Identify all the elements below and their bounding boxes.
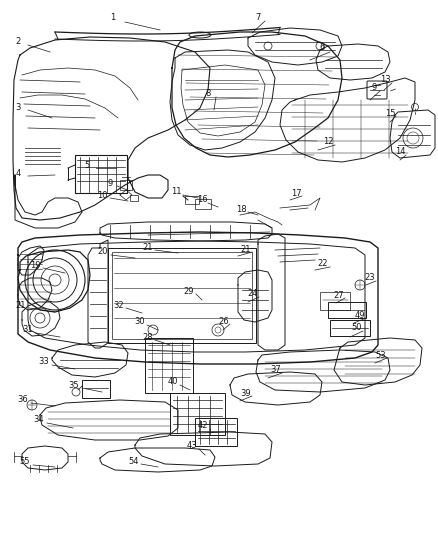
Text: 35: 35 bbox=[69, 381, 79, 390]
Bar bbox=[195, 199, 211, 209]
Bar bbox=[320, 292, 350, 310]
Bar bbox=[195, 418, 237, 446]
Bar bbox=[130, 195, 138, 201]
Text: 19: 19 bbox=[30, 261, 40, 270]
Text: 9: 9 bbox=[107, 179, 113, 188]
Text: 36: 36 bbox=[18, 395, 28, 405]
Text: 40: 40 bbox=[168, 377, 178, 386]
Bar bbox=[145, 338, 193, 393]
Text: 37: 37 bbox=[271, 366, 281, 375]
Text: 50: 50 bbox=[352, 324, 362, 333]
Text: 1: 1 bbox=[110, 13, 116, 22]
Text: 18: 18 bbox=[236, 205, 246, 214]
Text: 24: 24 bbox=[248, 289, 258, 298]
Bar bbox=[185, 196, 199, 204]
Text: 20: 20 bbox=[98, 247, 108, 256]
Text: 21: 21 bbox=[16, 301, 26, 310]
Text: 29: 29 bbox=[184, 287, 194, 295]
Text: 23: 23 bbox=[365, 273, 375, 282]
Text: 22: 22 bbox=[318, 260, 328, 269]
Text: 53: 53 bbox=[376, 351, 386, 359]
Text: 14: 14 bbox=[395, 148, 405, 157]
Text: 7: 7 bbox=[255, 12, 261, 21]
Text: 33: 33 bbox=[39, 358, 49, 367]
Text: 15: 15 bbox=[385, 109, 395, 117]
Text: 49: 49 bbox=[355, 311, 365, 319]
Text: 26: 26 bbox=[219, 317, 230, 326]
Text: 4: 4 bbox=[15, 168, 21, 177]
Text: 34: 34 bbox=[34, 416, 44, 424]
Text: 2: 2 bbox=[15, 37, 21, 46]
Text: 31: 31 bbox=[23, 326, 33, 335]
Text: 21: 21 bbox=[241, 245, 251, 254]
Bar bbox=[170, 393, 225, 435]
Bar bbox=[75, 155, 127, 193]
Text: 12: 12 bbox=[323, 138, 333, 147]
Bar bbox=[108, 248, 256, 343]
Bar bbox=[330, 320, 370, 336]
Text: 9: 9 bbox=[371, 84, 377, 93]
Text: 43: 43 bbox=[187, 441, 197, 450]
Text: 8: 8 bbox=[205, 90, 211, 99]
Text: 5: 5 bbox=[85, 160, 90, 169]
Bar bbox=[120, 180, 132, 190]
Text: 27: 27 bbox=[334, 290, 344, 300]
Text: 28: 28 bbox=[143, 333, 153, 342]
Text: 55: 55 bbox=[20, 457, 30, 466]
Bar bbox=[112, 252, 252, 339]
Text: 17: 17 bbox=[291, 189, 301, 198]
Text: 32: 32 bbox=[114, 301, 124, 310]
Text: 54: 54 bbox=[129, 456, 139, 465]
Bar bbox=[328, 302, 366, 318]
Text: 6: 6 bbox=[319, 44, 325, 52]
Text: 3: 3 bbox=[15, 102, 21, 111]
Text: 11: 11 bbox=[171, 188, 181, 197]
Bar bbox=[82, 380, 110, 398]
Text: 39: 39 bbox=[241, 389, 251, 398]
Text: 30: 30 bbox=[135, 318, 145, 327]
Text: 21: 21 bbox=[143, 243, 153, 252]
Text: 13: 13 bbox=[380, 76, 390, 85]
Text: 10: 10 bbox=[97, 190, 107, 199]
Text: 42: 42 bbox=[198, 421, 208, 430]
Text: 16: 16 bbox=[197, 196, 207, 205]
